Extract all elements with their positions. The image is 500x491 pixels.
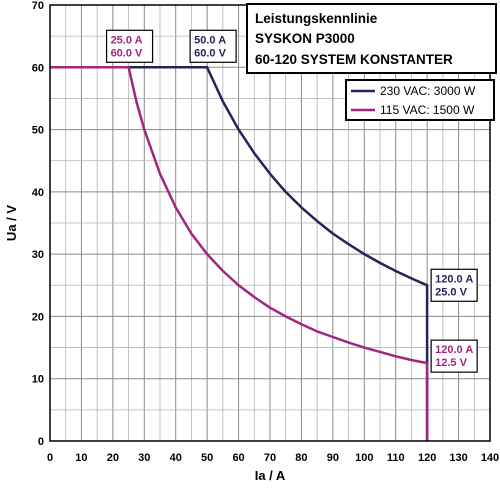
x-tick-label: 70 <box>264 452 276 464</box>
callout-0: 25.0 A60.0 V <box>105 29 154 63</box>
title-line-1: Leistungskennlinie <box>255 11 378 26</box>
y-tick-label: 70 <box>32 0 44 12</box>
callout-text: 25.0 A <box>111 34 143 46</box>
x-tick-label: 100 <box>355 452 373 464</box>
title-line-2: SYSKON P3000 <box>255 31 355 46</box>
x-tick-label: 130 <box>449 452 467 464</box>
y-tick-label: 10 <box>32 374 44 386</box>
legend-label-230: 230 VAC: 3000 W <box>380 84 476 98</box>
x-axis-label: Ia / A <box>255 468 286 483</box>
callout-box <box>105 29 154 63</box>
y-tick-label: 40 <box>32 187 44 199</box>
y-tick-label: 50 <box>32 125 44 137</box>
x-tick-label: 140 <box>481 452 499 464</box>
x-tick-label: 40 <box>170 452 182 464</box>
title-box: Leistungskennlinie SYSKON P3000 60-120 S… <box>246 3 497 74</box>
x-tick-label: 80 <box>295 452 307 464</box>
x-tick-label: 50 <box>201 452 213 464</box>
callout-text: 25.0 V <box>435 286 467 298</box>
title-line-3: 60-120 SYSTEM KONSTANTER <box>255 52 453 67</box>
callout-text: 50.0 A <box>194 34 226 46</box>
y-tick-label: 30 <box>32 249 44 261</box>
legend-label-115: 115 VAC: 1500 W <box>380 103 475 117</box>
callout-box <box>430 268 478 302</box>
callout-1: 50.0 A60.0 V <box>189 29 237 63</box>
callout-text: 120.0 A <box>435 273 473 285</box>
y-tick-label: 20 <box>32 311 44 323</box>
x-tick-label: 60 <box>232 452 244 464</box>
callout-text: 12.5 V <box>435 357 467 369</box>
callout-text: 60.0 V <box>194 47 226 59</box>
callout-2: 120.0 A25.0 V <box>430 268 478 302</box>
series-line-1 <box>50 66 429 441</box>
x-tick-label: 110 <box>387 452 405 464</box>
tick-labels: 0 10 20 30 40 50 60 70 80 90 100 110 120 130 140 0 10 20 3… <box>32 0 499 464</box>
callout-text: 60.0 V <box>111 47 143 59</box>
callout-text: 120.0 A <box>435 344 473 356</box>
y-tick-label: 60 <box>32 62 44 74</box>
y-axis-label: Ua / V <box>4 205 19 241</box>
x-tick-label: 0 <box>47 452 53 464</box>
x-tick-label: 10 <box>75 452 87 464</box>
callout-box <box>430 339 478 373</box>
x-tick-label: 120 <box>418 452 436 464</box>
y-tick-label: 0 <box>38 436 44 448</box>
x-tick-label: 20 <box>107 452 119 464</box>
series-group <box>50 66 429 441</box>
legend: 230 VAC: 3000 W 115 VAC: 1500 W <box>345 79 495 121</box>
series-line-0 <box>50 66 429 441</box>
callout-3: 120.0 A12.5 V <box>430 339 478 373</box>
x-tick-label: 30 <box>138 452 150 464</box>
x-tick-label: 90 <box>327 452 339 464</box>
callout-box <box>189 29 237 63</box>
